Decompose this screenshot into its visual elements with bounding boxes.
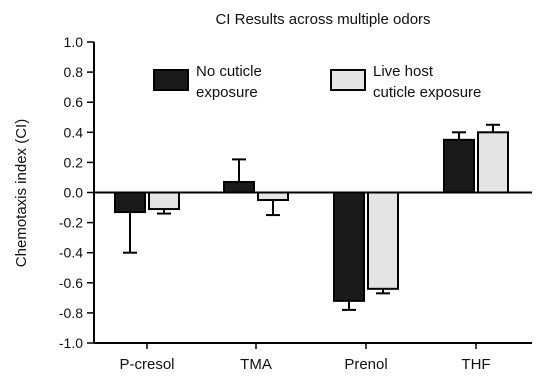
bar [443,138,475,194]
legend: No cuticle exposure Live host cuticle expos… [153,63,481,101]
bar [257,191,289,202]
y-tick-label: -0.8 [59,305,83,321]
y-tick-label: -0.2 [59,215,83,231]
category-label: TMA [240,356,272,373]
y-tick-label: 0.8 [64,64,84,80]
y-axis-label: Chemotaxis index (CI) [13,119,30,267]
y-tick-label: 0.2 [64,154,84,170]
legend-swatch [330,69,366,91]
y-tick-label: -1.0 [59,335,83,351]
bar [333,191,365,302]
y-tick-label: 0.6 [64,94,84,110]
bar [477,131,509,194]
bar [223,180,255,194]
legend-swatch [153,69,189,91]
legend-label: Live host [373,63,434,80]
legend-label: cuticle exposure [373,84,481,101]
category-label: P-cresol [119,356,174,373]
category-label: THF [461,356,490,373]
chart-title: CI Results across multiple odors [215,11,430,28]
category-label: Prenol [344,356,387,373]
bar [114,191,146,214]
y-tick-label: 0.4 [64,124,84,140]
y-tick-label: 1.0 [64,34,84,50]
legend-label: No cuticle [196,63,262,80]
bars [114,123,509,311]
y-tick-label: -0.4 [59,245,83,261]
bar [148,191,180,211]
legend-label: exposure [196,84,258,101]
bar [367,191,399,290]
y-tick-label: -0.6 [59,275,83,291]
y-tick-label: 0.0 [64,185,84,201]
